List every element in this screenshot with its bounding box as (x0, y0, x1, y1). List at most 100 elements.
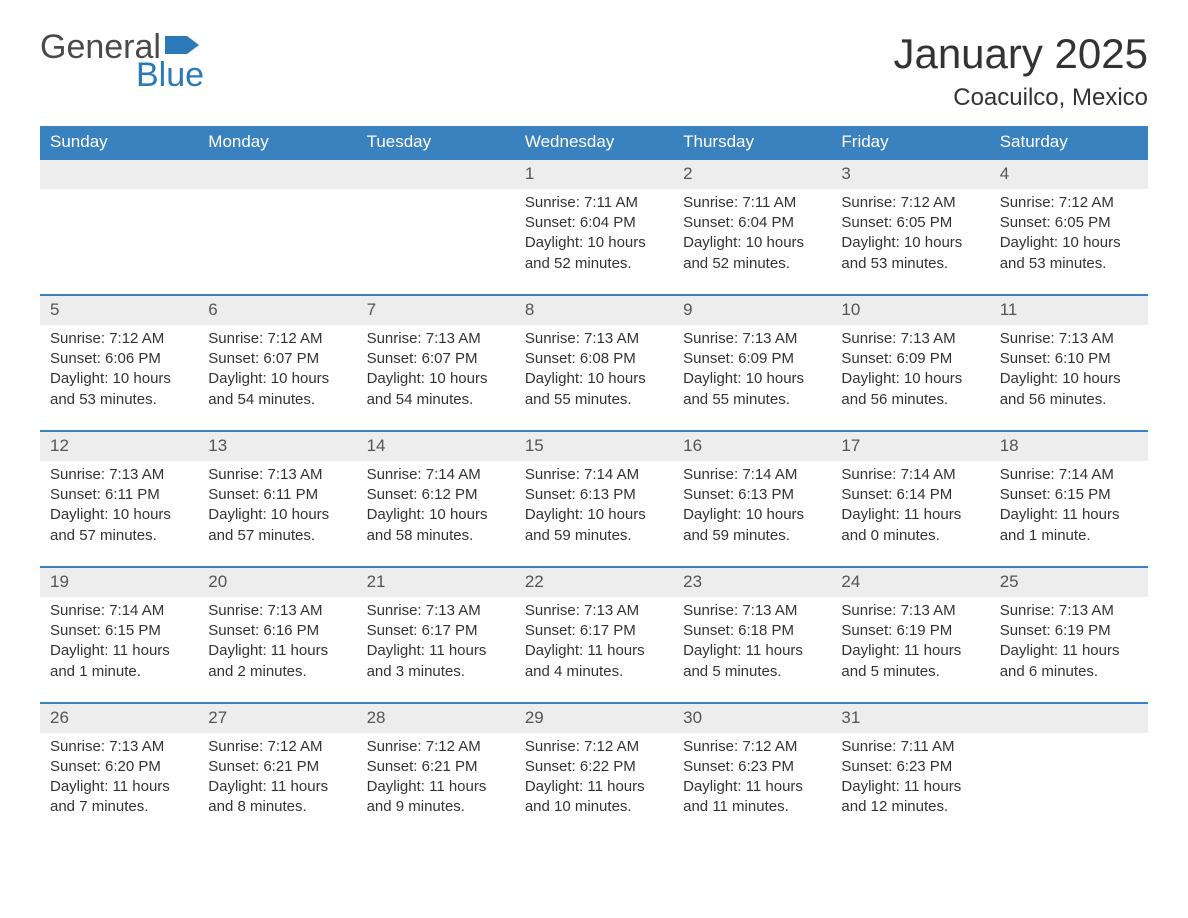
day-number: 3 (831, 160, 989, 189)
daylight-text: and 53 minutes. (841, 254, 979, 274)
sunrise-text: Sunrise: 7:12 AM (50, 329, 188, 349)
day-number: 21 (357, 568, 515, 597)
daylight-text: and 57 minutes. (208, 526, 346, 546)
daylight-text: and 56 minutes. (1000, 390, 1138, 410)
sunset-text: Sunset: 6:13 PM (683, 485, 821, 505)
day-number: 17 (831, 432, 989, 461)
sunset-text: Sunset: 6:09 PM (841, 349, 979, 369)
calendar-day-cell (990, 703, 1148, 838)
daylight-text: and 6 minutes. (1000, 662, 1138, 682)
weekday-header: Wednesday (515, 126, 673, 159)
day-number: 27 (198, 704, 356, 733)
calendar-day-cell: 29Sunrise: 7:12 AMSunset: 6:22 PMDayligh… (515, 703, 673, 838)
sunrise-text: Sunrise: 7:13 AM (1000, 329, 1138, 349)
weekday-header: Saturday (990, 126, 1148, 159)
calendar-day-cell: 19Sunrise: 7:14 AMSunset: 6:15 PMDayligh… (40, 567, 198, 703)
sunset-text: Sunset: 6:18 PM (683, 621, 821, 641)
calendar-day-cell: 7Sunrise: 7:13 AMSunset: 6:07 PMDaylight… (357, 295, 515, 431)
sunrise-text: Sunrise: 7:12 AM (841, 193, 979, 213)
calendar-week-row: 26Sunrise: 7:13 AMSunset: 6:20 PMDayligh… (40, 703, 1148, 838)
sunrise-text: Sunrise: 7:11 AM (841, 737, 979, 757)
calendar-day-cell: 2Sunrise: 7:11 AMSunset: 6:04 PMDaylight… (673, 159, 831, 295)
sunset-text: Sunset: 6:07 PM (208, 349, 346, 369)
day-number: 11 (990, 296, 1148, 325)
sunrise-text: Sunrise: 7:13 AM (525, 601, 663, 621)
sunrise-text: Sunrise: 7:14 AM (50, 601, 188, 621)
day-number: 14 (357, 432, 515, 461)
sunset-text: Sunset: 6:15 PM (50, 621, 188, 641)
daylight-text: and 3 minutes. (367, 662, 505, 682)
sunrise-text: Sunrise: 7:14 AM (367, 465, 505, 485)
day-number: 30 (673, 704, 831, 733)
sunset-text: Sunset: 6:19 PM (1000, 621, 1138, 641)
daylight-text: Daylight: 11 hours (367, 641, 505, 661)
day-number: 16 (673, 432, 831, 461)
daylight-text: Daylight: 11 hours (208, 777, 346, 797)
sunrise-text: Sunrise: 7:11 AM (525, 193, 663, 213)
calendar-day-cell: 13Sunrise: 7:13 AMSunset: 6:11 PMDayligh… (198, 431, 356, 567)
day-number: 4 (990, 160, 1148, 189)
day-number: 13 (198, 432, 356, 461)
sunset-text: Sunset: 6:12 PM (367, 485, 505, 505)
sunrise-text: Sunrise: 7:14 AM (525, 465, 663, 485)
calendar-day-cell: 28Sunrise: 7:12 AMSunset: 6:21 PMDayligh… (357, 703, 515, 838)
sunset-text: Sunset: 6:11 PM (208, 485, 346, 505)
daylight-text: Daylight: 10 hours (367, 369, 505, 389)
sunset-text: Sunset: 6:04 PM (525, 213, 663, 233)
daylight-text: and 52 minutes. (683, 254, 821, 274)
daylight-text: and 57 minutes. (50, 526, 188, 546)
calendar-day-cell: 10Sunrise: 7:13 AMSunset: 6:09 PMDayligh… (831, 295, 989, 431)
day-number: 6 (198, 296, 356, 325)
daylight-text: and 9 minutes. (367, 797, 505, 817)
calendar-day-cell: 5Sunrise: 7:12 AMSunset: 6:06 PMDaylight… (40, 295, 198, 431)
sunset-text: Sunset: 6:19 PM (841, 621, 979, 641)
sunset-text: Sunset: 6:21 PM (367, 757, 505, 777)
calendar-day-cell: 1Sunrise: 7:11 AMSunset: 6:04 PMDaylight… (515, 159, 673, 295)
sunrise-text: Sunrise: 7:13 AM (367, 329, 505, 349)
sunrise-text: Sunrise: 7:12 AM (208, 329, 346, 349)
daylight-text: Daylight: 11 hours (841, 505, 979, 525)
calendar-day-cell: 6 Sunrise: 7:12 AMSunset: 6:07 PMDaylight… (198, 295, 356, 431)
sunset-text: Sunset: 6:16 PM (208, 621, 346, 641)
daylight-text: and 54 minutes. (208, 390, 346, 410)
calendar-day-cell: 9Sunrise: 7:13 AMSunset: 6:09 PMDaylight… (673, 295, 831, 431)
calendar-week-row: 1Sunrise: 7:11 AMSunset: 6:04 PMDaylight… (40, 159, 1148, 295)
daylight-text: Daylight: 11 hours (525, 777, 663, 797)
daylight-text: and 5 minutes. (683, 662, 821, 682)
calendar-day-cell (198, 159, 356, 295)
day-number: 7 (357, 296, 515, 325)
daylight-text: Daylight: 10 hours (683, 369, 821, 389)
day-number: 8 (515, 296, 673, 325)
sunset-text: Sunset: 6:22 PM (525, 757, 663, 777)
sunrise-text: Sunrise: 7:14 AM (683, 465, 821, 485)
calendar-body: 1Sunrise: 7:11 AMSunset: 6:04 PMDaylight… (40, 159, 1148, 838)
daylight-text: Daylight: 11 hours (1000, 641, 1138, 661)
daylight-text: Daylight: 10 hours (208, 369, 346, 389)
day-number-bar-empty (198, 160, 356, 189)
daylight-text: and 5 minutes. (841, 662, 979, 682)
sunset-text: Sunset: 6:08 PM (525, 349, 663, 369)
calendar-day-cell: 17Sunrise: 7:14 AMSunset: 6:14 PMDayligh… (831, 431, 989, 567)
calendar-day-cell: 27Sunrise: 7:12 AMSunset: 6:21 PMDayligh… (198, 703, 356, 838)
daylight-text: and 0 minutes. (841, 526, 979, 546)
calendar-day-cell: 16Sunrise: 7:14 AMSunset: 6:13 PMDayligh… (673, 431, 831, 567)
calendar-day-cell: 8Sunrise: 7:13 AMSunset: 6:08 PMDaylight… (515, 295, 673, 431)
sunset-text: Sunset: 6:05 PM (1000, 213, 1138, 233)
sunset-text: Sunset: 6:21 PM (208, 757, 346, 777)
calendar-day-cell: 14Sunrise: 7:14 AMSunset: 6:12 PMDayligh… (357, 431, 515, 567)
calendar-day-cell: 22Sunrise: 7:13 AMSunset: 6:17 PMDayligh… (515, 567, 673, 703)
sunset-text: Sunset: 6:17 PM (525, 621, 663, 641)
sunrise-text: Sunrise: 7:12 AM (525, 737, 663, 757)
calendar-day-cell: 23Sunrise: 7:13 AMSunset: 6:18 PMDayligh… (673, 567, 831, 703)
calendar-day-cell: 3Sunrise: 7:12 AMSunset: 6:05 PMDaylight… (831, 159, 989, 295)
sunset-text: Sunset: 6:13 PM (525, 485, 663, 505)
daylight-text: Daylight: 10 hours (683, 233, 821, 253)
sunset-text: Sunset: 6:11 PM (50, 485, 188, 505)
sunrise-text: Sunrise: 7:13 AM (1000, 601, 1138, 621)
daylight-text: and 59 minutes. (525, 526, 663, 546)
daylight-text: Daylight: 11 hours (50, 777, 188, 797)
daylight-text: Daylight: 11 hours (683, 777, 821, 797)
day-number: 19 (40, 568, 198, 597)
day-number: 12 (40, 432, 198, 461)
daylight-text: Daylight: 10 hours (50, 505, 188, 525)
